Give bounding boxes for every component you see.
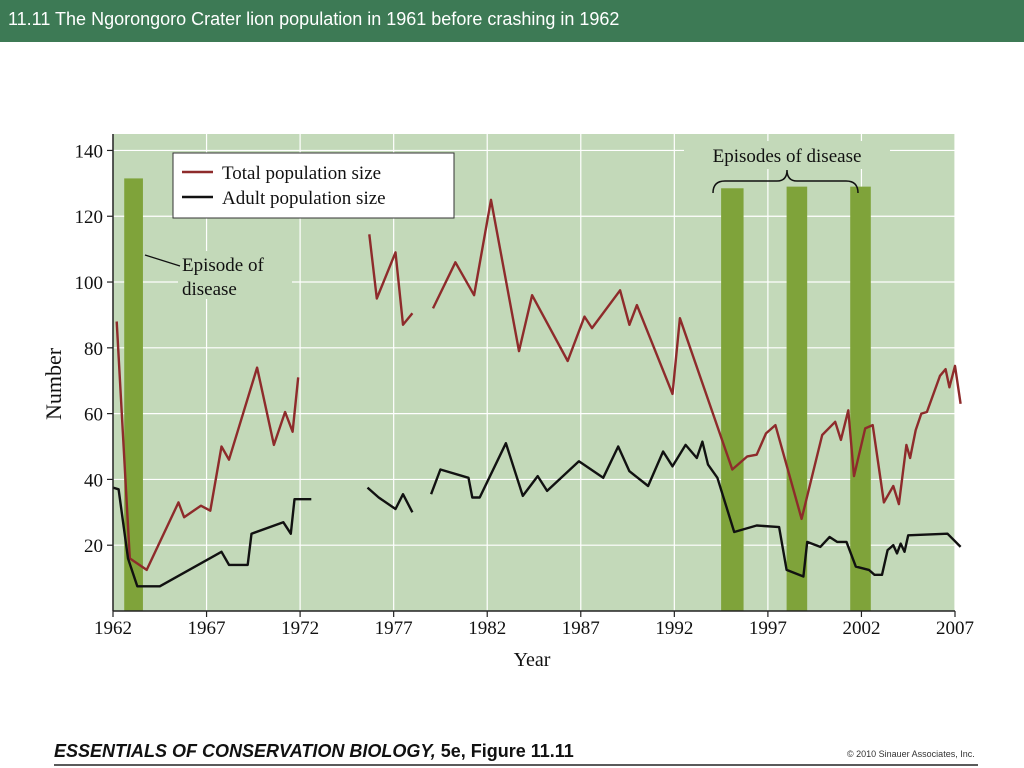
y-tick-label-80: 80 bbox=[84, 339, 103, 360]
axes bbox=[107, 134, 956, 617]
annotation-multi-text: Episodes of disease bbox=[713, 146, 862, 167]
disease-bar-3 bbox=[786, 186, 808, 612]
x-tick-label-1997: 1997 bbox=[749, 618, 787, 639]
annotation-brace bbox=[712, 169, 859, 194]
adult-population-line-segment-2 bbox=[366, 486, 414, 513]
y-axis-label: Number bbox=[41, 347, 66, 420]
footer-divider bbox=[54, 764, 978, 766]
y-tick-label-40: 40 bbox=[84, 470, 103, 491]
x-tick-label-2007: 2007 bbox=[936, 618, 974, 639]
slide-title: 11.11 The Ngorongoro Crater lion populat… bbox=[8, 9, 620, 29]
footer-book-title: ESSENTIALS OF CONSERVATION BIOLOGY, 5e, … bbox=[54, 741, 574, 762]
y-tick-label-100: 100 bbox=[75, 273, 104, 294]
footer-book-name: ESSENTIALS OF CONSERVATION BIOLOGY, bbox=[54, 741, 436, 761]
x-tick-label-1972: 1972 bbox=[281, 618, 319, 639]
adult-population-line-segment-1 bbox=[112, 486, 312, 588]
series-lines bbox=[112, 198, 962, 588]
legend-label-adult: Adult population size bbox=[222, 188, 386, 209]
disease-bars bbox=[124, 178, 871, 612]
y-tick-label-20: 20 bbox=[84, 536, 103, 557]
x-tick-label-1992: 1992 bbox=[655, 618, 693, 639]
tick-labels: 20 40 60 80 100 120 140 1962 1967 1972 1977 1982 198… bbox=[75, 141, 975, 639]
annotation-single-pointer bbox=[144, 254, 181, 267]
total-population-line-segment-1 bbox=[115, 321, 300, 572]
legend-label-total: Total population size bbox=[222, 163, 381, 184]
y-tick-label-120: 120 bbox=[75, 207, 104, 228]
annotation-single-line1: Episode of bbox=[182, 255, 264, 276]
disease-bar-2 bbox=[721, 188, 744, 612]
annotation-single-line2: disease bbox=[182, 279, 237, 300]
legend: Total population size Adult population s… bbox=[172, 152, 455, 219]
total-population-line-segment-3 bbox=[431, 198, 962, 521]
x-tick-label-2002: 2002 bbox=[842, 618, 880, 639]
disease-bar-1 bbox=[124, 178, 143, 611]
total-population-line-segment-2 bbox=[368, 234, 414, 326]
x-tick-label-1977: 1977 bbox=[375, 618, 413, 639]
adult-population-line-segment-3 bbox=[429, 440, 962, 578]
slide-header: 11.11 The Ngorongoro Crater lion populat… bbox=[0, 0, 1024, 42]
footer-edition: 5e, Figure 11.11 bbox=[440, 741, 574, 761]
x-tick-label-1967: 1967 bbox=[188, 618, 226, 639]
x-axis-label: Year bbox=[514, 649, 551, 671]
y-tick-label-60: 60 bbox=[84, 405, 103, 426]
x-tick-label-1982: 1982 bbox=[468, 618, 506, 639]
annotation-single-bg bbox=[178, 251, 292, 299]
annotation-multi-bg bbox=[684, 141, 890, 169]
footer-copyright: © 2010 Sinauer Associates, Inc. bbox=[847, 749, 975, 759]
x-tick-label-1987: 1987 bbox=[562, 618, 600, 639]
x-tick-label-1962: 1962 bbox=[94, 618, 132, 639]
disease-bar-4 bbox=[850, 186, 871, 612]
annotation-single-episode: Episode of disease bbox=[144, 251, 292, 300]
annotation-multi-episodes: Episodes of disease bbox=[684, 141, 890, 194]
legend-box bbox=[172, 152, 455, 219]
y-tick-label-140: 140 bbox=[75, 141, 104, 162]
